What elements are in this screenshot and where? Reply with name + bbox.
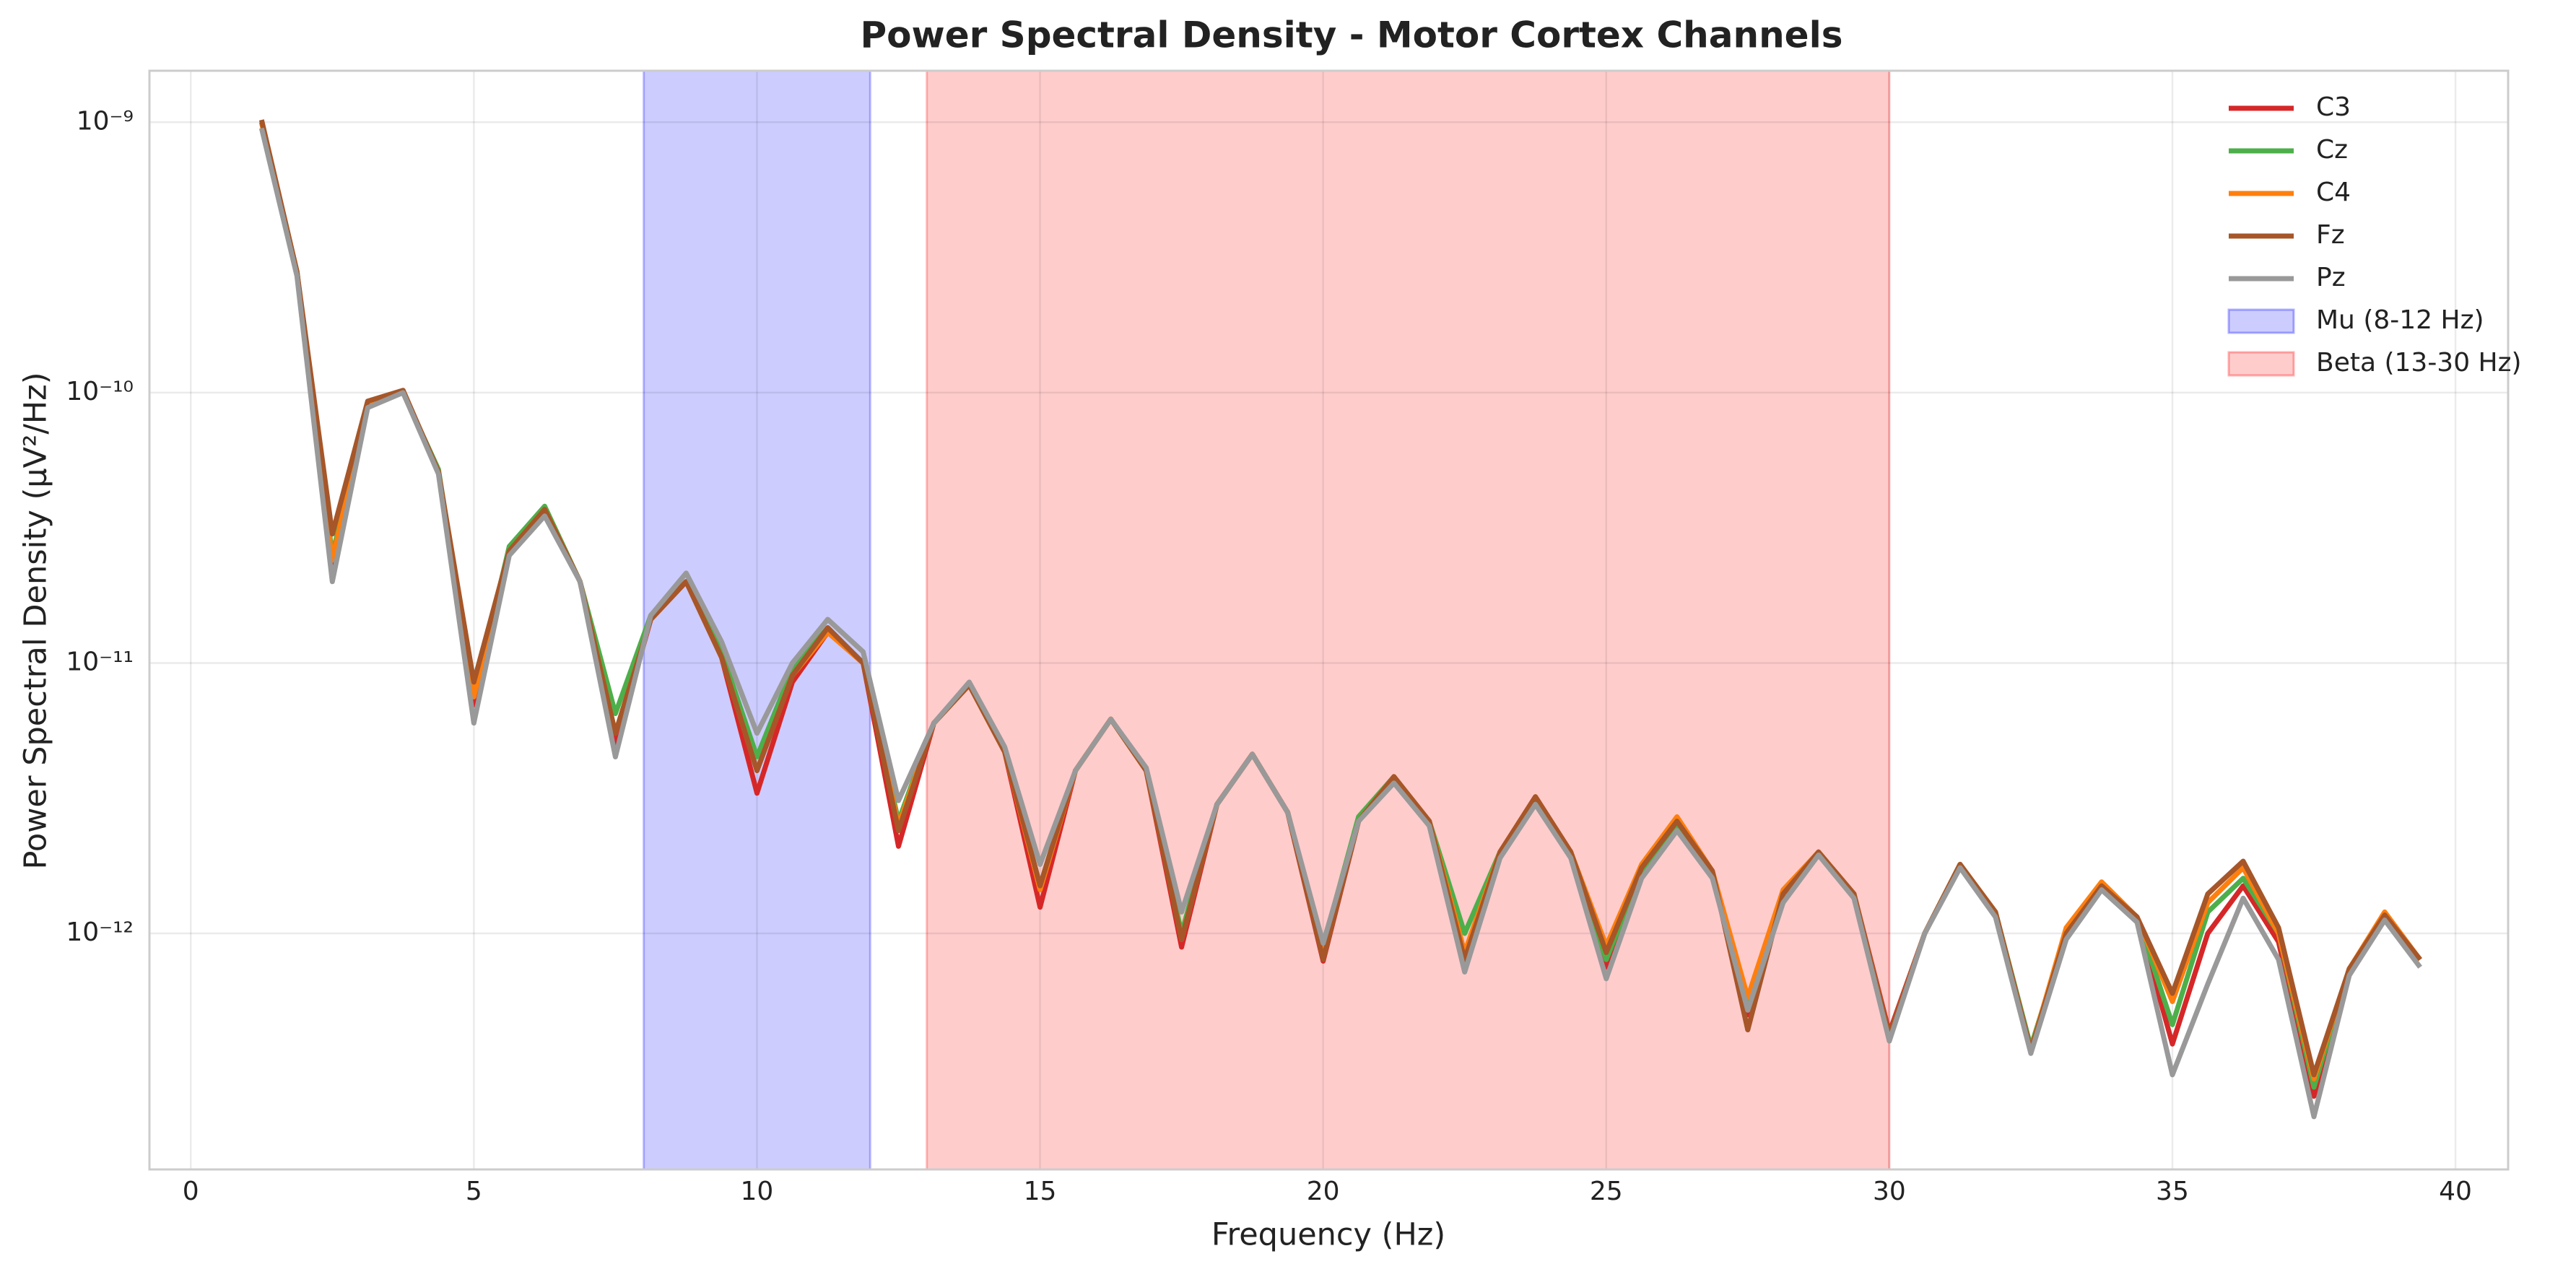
legend-label: C3 — [2316, 92, 2351, 122]
y-tick-label: 10⁻¹¹ — [66, 647, 134, 676]
legend-label: C4 — [2316, 178, 2351, 207]
band-span — [643, 69, 871, 1171]
y-tick-label: 10⁻¹⁰ — [66, 377, 134, 406]
legend-label: Beta (13-30 Hz) — [2316, 348, 2522, 378]
x-tick-label: 20 — [1307, 1177, 1340, 1206]
legend-swatch — [2227, 351, 2295, 377]
x-tick-label: 5 — [466, 1177, 482, 1206]
legend-label: Fz — [2316, 220, 2345, 250]
y-axis-label: Power Spectral Density (µV²/Hz) — [18, 372, 54, 870]
x-tick-label: 25 — [1590, 1177, 1623, 1206]
y-tick-label: 10⁻¹² — [66, 918, 134, 947]
x-tick-label: 15 — [1024, 1177, 1057, 1206]
x-axis-label: Frequency (Hz) — [1211, 1217, 1445, 1253]
x-tick-label: 40 — [2439, 1177, 2472, 1206]
x-tick-label: 30 — [1873, 1177, 1906, 1206]
legend-swatch — [2227, 308, 2295, 334]
y-tick-label: 10⁻⁹ — [77, 106, 134, 136]
chart-title: Power Spectral Density - Motor Cortex Ch… — [861, 14, 1843, 56]
x-tick-label: 10 — [741, 1177, 774, 1206]
series-line — [258, 127, 2422, 1120]
plot-frame — [148, 69, 2510, 1171]
legend-label: Cz — [2316, 135, 2348, 165]
x-tick-label: 35 — [2156, 1177, 2189, 1206]
legend-label: Mu (8-12 Hz) — [2316, 305, 2484, 335]
x-tick-label: 0 — [183, 1177, 199, 1206]
legend-label: Pz — [2316, 263, 2346, 292]
